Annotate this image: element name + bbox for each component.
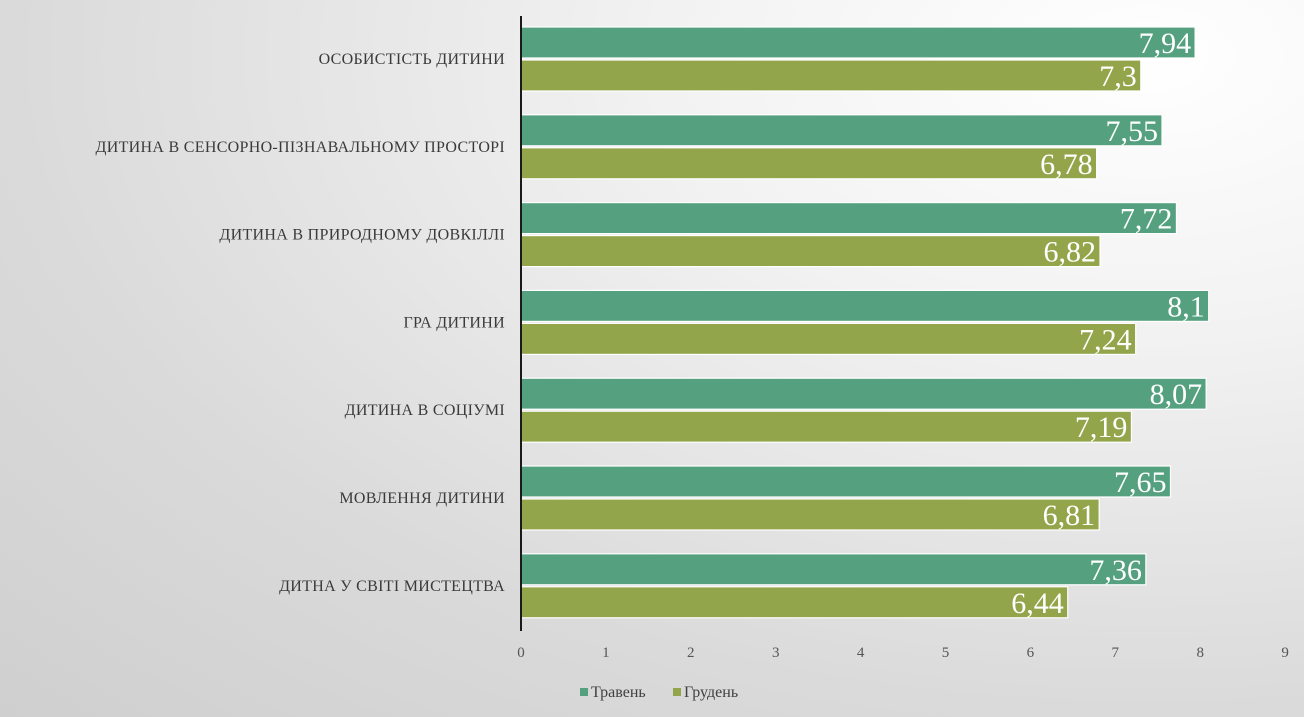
x-tick-label: 4 xyxy=(857,645,865,661)
data-label: 7,3 xyxy=(1099,60,1137,93)
x-tick-label: 2 xyxy=(687,645,695,661)
legend-swatch-travnen xyxy=(580,688,588,696)
data-label: 6,82 xyxy=(1044,236,1097,269)
data-label: 6,81 xyxy=(1043,499,1096,532)
data-label: 7,72 xyxy=(1120,203,1173,236)
data-label: 7,65 xyxy=(1114,466,1167,499)
bar-hruden xyxy=(520,147,1098,180)
data-label: 8,1 xyxy=(1167,290,1205,323)
x-tick-label: 6 xyxy=(1027,645,1035,661)
legend-label-travnen: Травень xyxy=(591,684,646,701)
data-label: 6,78 xyxy=(1040,148,1093,181)
x-tick-label: 8 xyxy=(1196,645,1204,661)
category-label: ДИТИНА В СЕНСОРНО-ПІЗНАВАЛЬНОМУ ПРОСТОРІ xyxy=(96,139,505,156)
bar-hruden xyxy=(520,235,1101,268)
category-label: ГРА ДИТИНИ xyxy=(403,314,505,331)
data-label: 7,55 xyxy=(1105,115,1158,148)
data-label: 7,94 xyxy=(1139,27,1192,60)
bar-hruden xyxy=(520,410,1133,443)
legend-swatch-hruden xyxy=(673,688,681,696)
bar-travnen xyxy=(520,26,1196,59)
category-label: ДИТИНА В СОЦІУМІ xyxy=(345,402,505,419)
bar-hruden xyxy=(520,322,1137,355)
data-label: 7,24 xyxy=(1079,323,1132,356)
x-tick-label: 3 xyxy=(772,645,780,661)
data-label: 6,44 xyxy=(1011,587,1064,620)
bar-travnen xyxy=(520,114,1163,147)
category-label: ДИТНА У СВІТІ МИСТЕЦТВА xyxy=(279,578,505,595)
data-label: 8,07 xyxy=(1150,378,1203,411)
category-label: МОВЛЕННЯ ДИТИНИ xyxy=(339,490,505,507)
bar-travnen xyxy=(520,553,1147,586)
category-label: ОСОБИСТІСТЬ ДИТИНИ xyxy=(319,51,506,68)
x-tick-label: 7 xyxy=(1112,645,1120,661)
bar-hruden xyxy=(520,586,1069,619)
data-label: 7,19 xyxy=(1075,411,1128,444)
bar-hruden xyxy=(520,59,1142,92)
x-tick-label: 1 xyxy=(602,645,610,661)
bar-travnen xyxy=(520,202,1178,235)
x-tick-label: 0 xyxy=(517,645,525,661)
bar-travnen xyxy=(520,289,1210,322)
category-label: ДИТИНА В ПРИРОДНОМУ ДОВКІЛЛІ xyxy=(219,227,505,244)
bar-hruden xyxy=(520,498,1100,531)
legend-label-hruden: Грудень xyxy=(684,684,738,701)
x-tick-label: 5 xyxy=(942,645,950,661)
bar-travnen xyxy=(520,377,1207,410)
data-label: 7,36 xyxy=(1089,554,1142,587)
bar-travnen xyxy=(520,465,1172,498)
x-tick-label: 9 xyxy=(1281,645,1289,661)
